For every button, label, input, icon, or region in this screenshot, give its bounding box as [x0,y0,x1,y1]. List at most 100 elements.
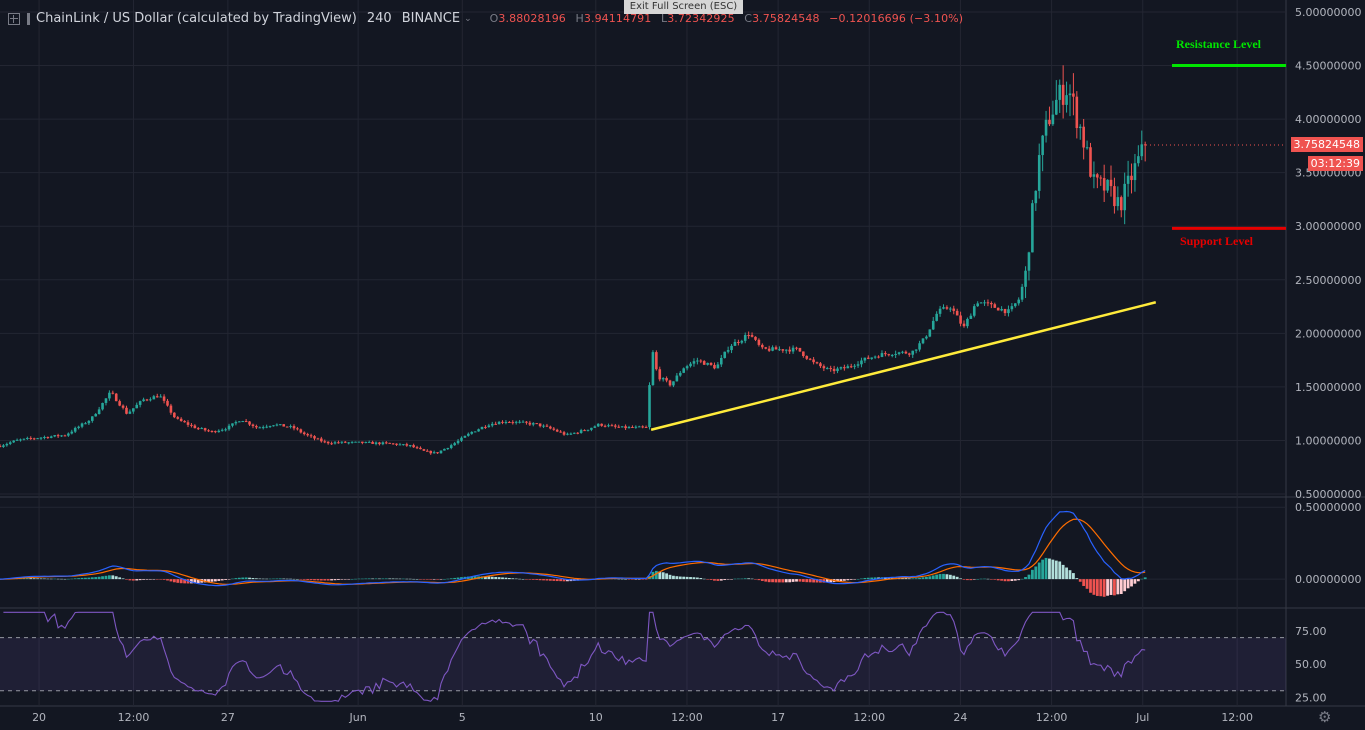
candle-body [121,405,125,408]
candle-body [15,439,19,441]
candle-body [908,353,911,355]
candle-body [1096,174,1099,178]
macd-histogram-bar [179,579,183,584]
candle-body [371,441,374,444]
macd-histogram-bar [193,579,197,584]
candle-body [750,335,754,337]
macd-histogram-bar [183,579,186,584]
macd-histogram-bar [1130,579,1133,587]
candle-body [302,432,306,435]
macd-histogram-bar [405,578,409,580]
candle-body [1003,308,1007,314]
candle-body [1037,155,1041,191]
macd-histogram-bar [39,578,43,580]
candle-body [555,429,559,432]
candle-body [596,423,600,427]
macd-histogram-bar [627,579,631,580]
candle-body [675,375,679,382]
candle-body [1010,306,1014,310]
macd-histogram-bar [709,579,713,580]
macd-histogram-bar [719,579,723,581]
price-tick-label: 2.50000000 [1295,274,1361,287]
candle-body [138,401,142,405]
macd-histogram-bar [641,579,645,580]
candle-body [426,450,429,452]
candle-body [802,351,805,357]
macd-histogram-bar [1054,560,1058,580]
macd-histogram-bar [798,579,802,582]
candle-body [566,433,569,435]
macd-histogram-bar [60,578,63,580]
candle-body [214,431,217,433]
time-tick-label: 12:00 [853,711,885,724]
macd-histogram-bar [552,579,556,581]
candle-body [313,436,316,439]
candle-body [227,425,231,430]
macd-histogram-bar [207,579,210,583]
macd-histogram-bar [282,578,286,580]
candle-body [668,380,672,386]
candle-body [808,358,812,360]
gear-icon[interactable]: ⚙ [1318,709,1332,726]
macd-histogram-bar [190,579,193,584]
macd-histogram-bar [261,578,265,580]
candle-body [70,431,74,434]
candle-body [624,426,627,429]
symbol-title[interactable]: ChainLink / US Dollar (calculated by Tra… [36,11,357,26]
candle-body [504,421,508,423]
candle-body [771,347,774,351]
candle-body [969,315,973,319]
candle-body [456,440,460,444]
macd-histogram-bar [1123,579,1127,592]
macd-histogram-bar [323,579,327,581]
candle-body [1031,203,1034,253]
macd-histogram-bar [726,579,730,580]
candle-body [1048,119,1051,125]
macd-histogram-bar [337,579,340,580]
macd-histogram-bar [135,579,139,581]
macd-histogram-bar [555,579,559,582]
macd-histogram-bar [781,579,785,583]
exit-fullscreen-hint[interactable]: Exit Full Screen (ESC) [624,0,743,14]
candle-body [586,429,590,431]
candle-body [330,443,333,445]
macd-histogram-bar [1027,574,1031,580]
macd-histogram-bar [490,576,494,580]
macd-histogram-bar [1082,579,1086,586]
macd-histogram-bar [812,579,815,583]
candle-body [179,418,183,422]
macd-histogram-bar [111,575,115,580]
rsi-line [3,611,1146,702]
candle-body [1027,252,1031,271]
macd-histogram-bar [1078,579,1082,582]
macd-histogram-bar [104,575,108,580]
candle-body [326,441,330,444]
macd-histogram-bar [289,578,292,580]
candle-body [193,425,197,429]
candle-body [39,437,43,439]
candle-body [255,426,258,428]
high-value: 3.94114791 [583,12,652,25]
macd-histogram-bar [443,579,446,580]
macd-histogram-bar [244,577,248,580]
macd-histogram-bar [531,579,535,580]
macd-histogram-bar [1068,570,1072,580]
macd-histogram-bar [333,579,337,581]
macd-histogram-bar [364,578,368,580]
macd-histogram-bar [685,576,689,580]
interval-label[interactable]: 240 [366,11,392,26]
macd-histogram-bar [395,578,398,580]
candle-body [63,435,67,437]
exchange-label[interactable]: BINANCE [401,11,461,26]
macd-histogram-bar [456,577,460,580]
chevron-down-icon[interactable]: ⌄ [464,13,472,24]
expand-icon[interactable] [8,12,20,25]
candle-body [94,414,98,417]
price-tick-label: 1.50000000 [1295,381,1361,394]
macd-histogram-bar [825,579,829,583]
macd-histogram-bar [931,575,935,580]
candle-body [952,308,956,311]
candle-body [764,347,768,349]
macd-histogram-bar [873,577,877,580]
candle-body [590,427,593,430]
